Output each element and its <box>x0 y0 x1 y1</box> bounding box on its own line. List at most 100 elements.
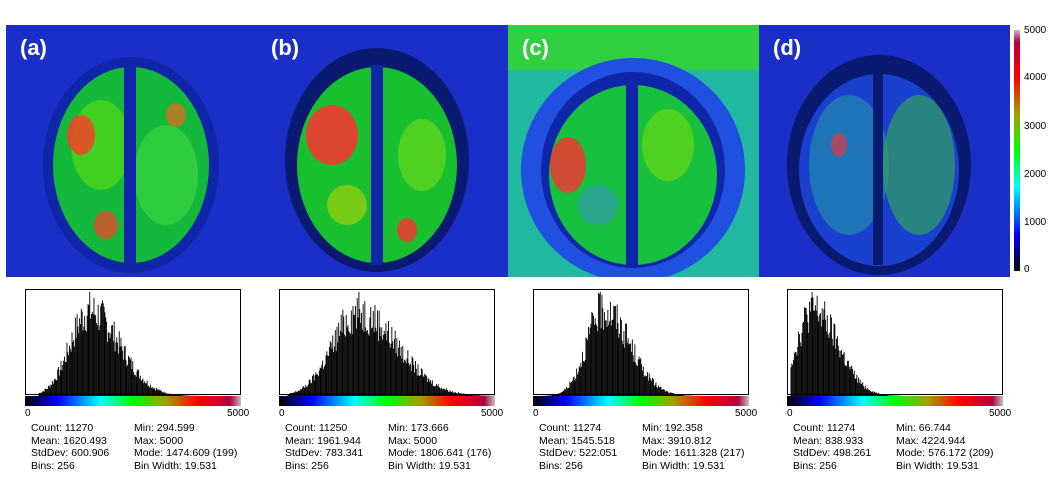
histogram-bin <box>371 327 373 396</box>
histogram-bin <box>465 394 467 396</box>
histogram-bin <box>42 391 43 396</box>
histogram-bin <box>576 368 578 396</box>
histogram-bin <box>560 392 562 396</box>
histogram-bin <box>79 318 81 396</box>
histogram-bin <box>647 380 649 396</box>
histogram-bin <box>867 387 869 396</box>
histogram-bin <box>662 389 664 396</box>
stat-stddev: StdDev: 600.906 <box>31 447 110 459</box>
histogram-bin <box>411 356 413 396</box>
histogram-bin <box>470 394 472 396</box>
stat-max: Max: 4224.944 <box>896 434 966 447</box>
histogram-bin <box>436 386 438 396</box>
histogram-bin <box>331 348 333 396</box>
histogram-bin <box>458 393 460 396</box>
histogram-bin <box>362 304 364 396</box>
histogram-bin <box>825 319 827 396</box>
histogram-bin <box>310 382 312 396</box>
histogram-bin <box>178 394 180 396</box>
histogram-bin <box>834 324 836 396</box>
panel-label: (b) <box>271 35 300 60</box>
histogram-bin <box>361 329 363 396</box>
histogram-bin <box>121 346 123 396</box>
histogram-bin <box>877 393 879 396</box>
histogram-bin <box>358 292 360 396</box>
histogram-bin <box>610 325 612 396</box>
histogram-bin <box>107 341 108 396</box>
histogram-bin <box>357 317 359 396</box>
histogram-bin <box>585 337 587 396</box>
histogram-bin <box>450 391 452 396</box>
histogram-bin <box>680 394 682 396</box>
histogram-bin <box>804 307 805 396</box>
histogram-b: 0 5000 Count: 11250 Mean: 1961.944 StdDe… <box>279 289 509 484</box>
histogram-bin <box>343 316 345 396</box>
histogram-bin <box>117 342 119 396</box>
histogram-bin <box>60 360 62 396</box>
histogram-bin <box>71 332 73 396</box>
histogram-bin <box>651 381 653 396</box>
histogram-bin <box>617 323 619 396</box>
histogram-bin <box>802 323 804 396</box>
histogram-bin <box>876 392 878 396</box>
histogram-bin <box>857 382 859 396</box>
histogram-bin <box>289 393 291 396</box>
histogram-bin <box>878 393 880 396</box>
histogram-bin <box>296 391 298 396</box>
histogram-bin <box>305 384 307 396</box>
histogram-bin <box>361 312 362 396</box>
histogram-bin <box>56 380 58 396</box>
brain-map-a <box>6 25 257 277</box>
histogram-bin <box>448 391 450 396</box>
histogram-bin <box>639 359 641 396</box>
histogram-bin <box>827 334 829 396</box>
histogram-bin <box>832 345 834 396</box>
histogram-bin <box>92 314 94 396</box>
histogram-bin <box>564 388 566 396</box>
axis-max: 5000 <box>989 408 1012 419</box>
histogram-bin <box>83 326 85 396</box>
stat-binwidth: Bin Width: 19.531 <box>134 459 217 472</box>
histogram-bin <box>655 382 657 396</box>
histogram-plot <box>533 289 749 396</box>
histogram-bin <box>669 392 671 396</box>
histogram-bin <box>345 314 347 396</box>
histogram-bin <box>335 350 337 396</box>
axis-min: 0 <box>279 408 285 419</box>
histogram-bin <box>77 326 79 396</box>
histogram-bin <box>830 314 832 396</box>
axis-min: 0 <box>787 408 793 419</box>
histogram-bin <box>443 388 445 396</box>
histogram-bin <box>287 393 289 396</box>
histogram-bin <box>38 393 40 396</box>
histogram-bin <box>372 310 374 396</box>
histogram-bin <box>291 393 293 396</box>
histogram-bin <box>813 310 815 396</box>
histogram-bin <box>403 362 405 396</box>
histogram-bin <box>634 344 636 396</box>
stat-bins: Bins: 256 <box>793 459 837 472</box>
histogram-bin <box>460 393 462 396</box>
histogram-bin <box>668 392 670 396</box>
histogram-bin <box>367 333 369 396</box>
histogram-bin <box>595 323 597 396</box>
histogram-bin <box>85 331 87 396</box>
histogram-bin <box>401 358 403 396</box>
histogram-bin <box>682 395 684 396</box>
histogram-bin <box>811 292 813 396</box>
histogram-bin <box>346 327 348 396</box>
histogram-bin <box>51 385 53 396</box>
histogram-bin <box>41 392 43 396</box>
histogram-bin <box>182 395 183 396</box>
histogram-bin <box>819 314 821 396</box>
histogram-bin <box>809 301 810 396</box>
histogram-bin <box>150 384 151 396</box>
histogram-bin <box>467 394 469 396</box>
histogram-bin <box>679 394 681 396</box>
brain-map-b <box>257 25 508 277</box>
histogram-bin <box>80 324 81 396</box>
histogram-bin <box>52 381 54 396</box>
stats: Count: 11250 Mean: 1961.944 StdDev: 783.… <box>285 422 491 472</box>
histogram-bin <box>317 376 319 396</box>
histogram-bin <box>442 389 443 396</box>
